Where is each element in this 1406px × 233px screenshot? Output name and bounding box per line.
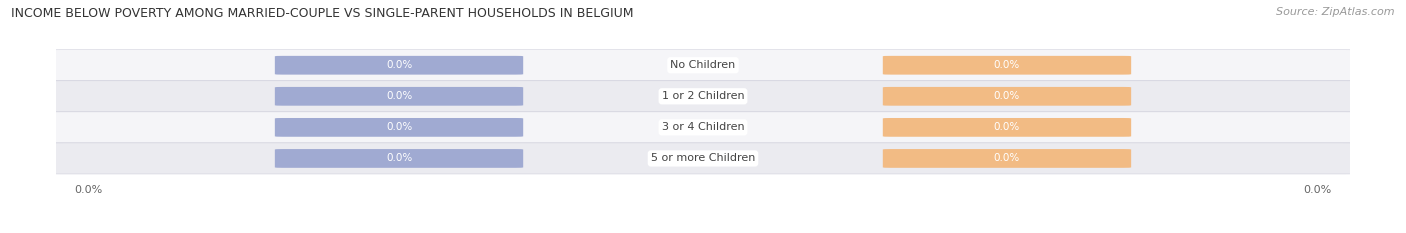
Text: 5 or more Children: 5 or more Children: [651, 154, 755, 163]
FancyBboxPatch shape: [274, 87, 523, 106]
FancyBboxPatch shape: [37, 112, 1369, 143]
Text: No Children: No Children: [671, 60, 735, 70]
Text: 0.0%: 0.0%: [385, 91, 412, 101]
Text: 0.0%: 0.0%: [385, 154, 412, 163]
FancyBboxPatch shape: [883, 118, 1132, 137]
FancyBboxPatch shape: [274, 149, 523, 168]
FancyBboxPatch shape: [883, 149, 1132, 168]
Text: 0.0%: 0.0%: [385, 60, 412, 70]
Text: 0.0%: 0.0%: [994, 122, 1021, 132]
Text: 0.0%: 0.0%: [994, 60, 1021, 70]
Text: 0.0%: 0.0%: [994, 154, 1021, 163]
FancyBboxPatch shape: [274, 118, 523, 137]
Text: 3 or 4 Children: 3 or 4 Children: [662, 122, 744, 132]
FancyBboxPatch shape: [274, 56, 523, 75]
FancyBboxPatch shape: [37, 50, 1369, 81]
Text: 0.0%: 0.0%: [385, 122, 412, 132]
FancyBboxPatch shape: [37, 81, 1369, 112]
Text: 1 or 2 Children: 1 or 2 Children: [662, 91, 744, 101]
FancyBboxPatch shape: [883, 87, 1132, 106]
Text: INCOME BELOW POVERTY AMONG MARRIED-COUPLE VS SINGLE-PARENT HOUSEHOLDS IN BELGIUM: INCOME BELOW POVERTY AMONG MARRIED-COUPL…: [11, 7, 634, 20]
FancyBboxPatch shape: [37, 143, 1369, 174]
Text: Source: ZipAtlas.com: Source: ZipAtlas.com: [1277, 7, 1395, 17]
Text: 0.0%: 0.0%: [994, 91, 1021, 101]
FancyBboxPatch shape: [883, 56, 1132, 75]
